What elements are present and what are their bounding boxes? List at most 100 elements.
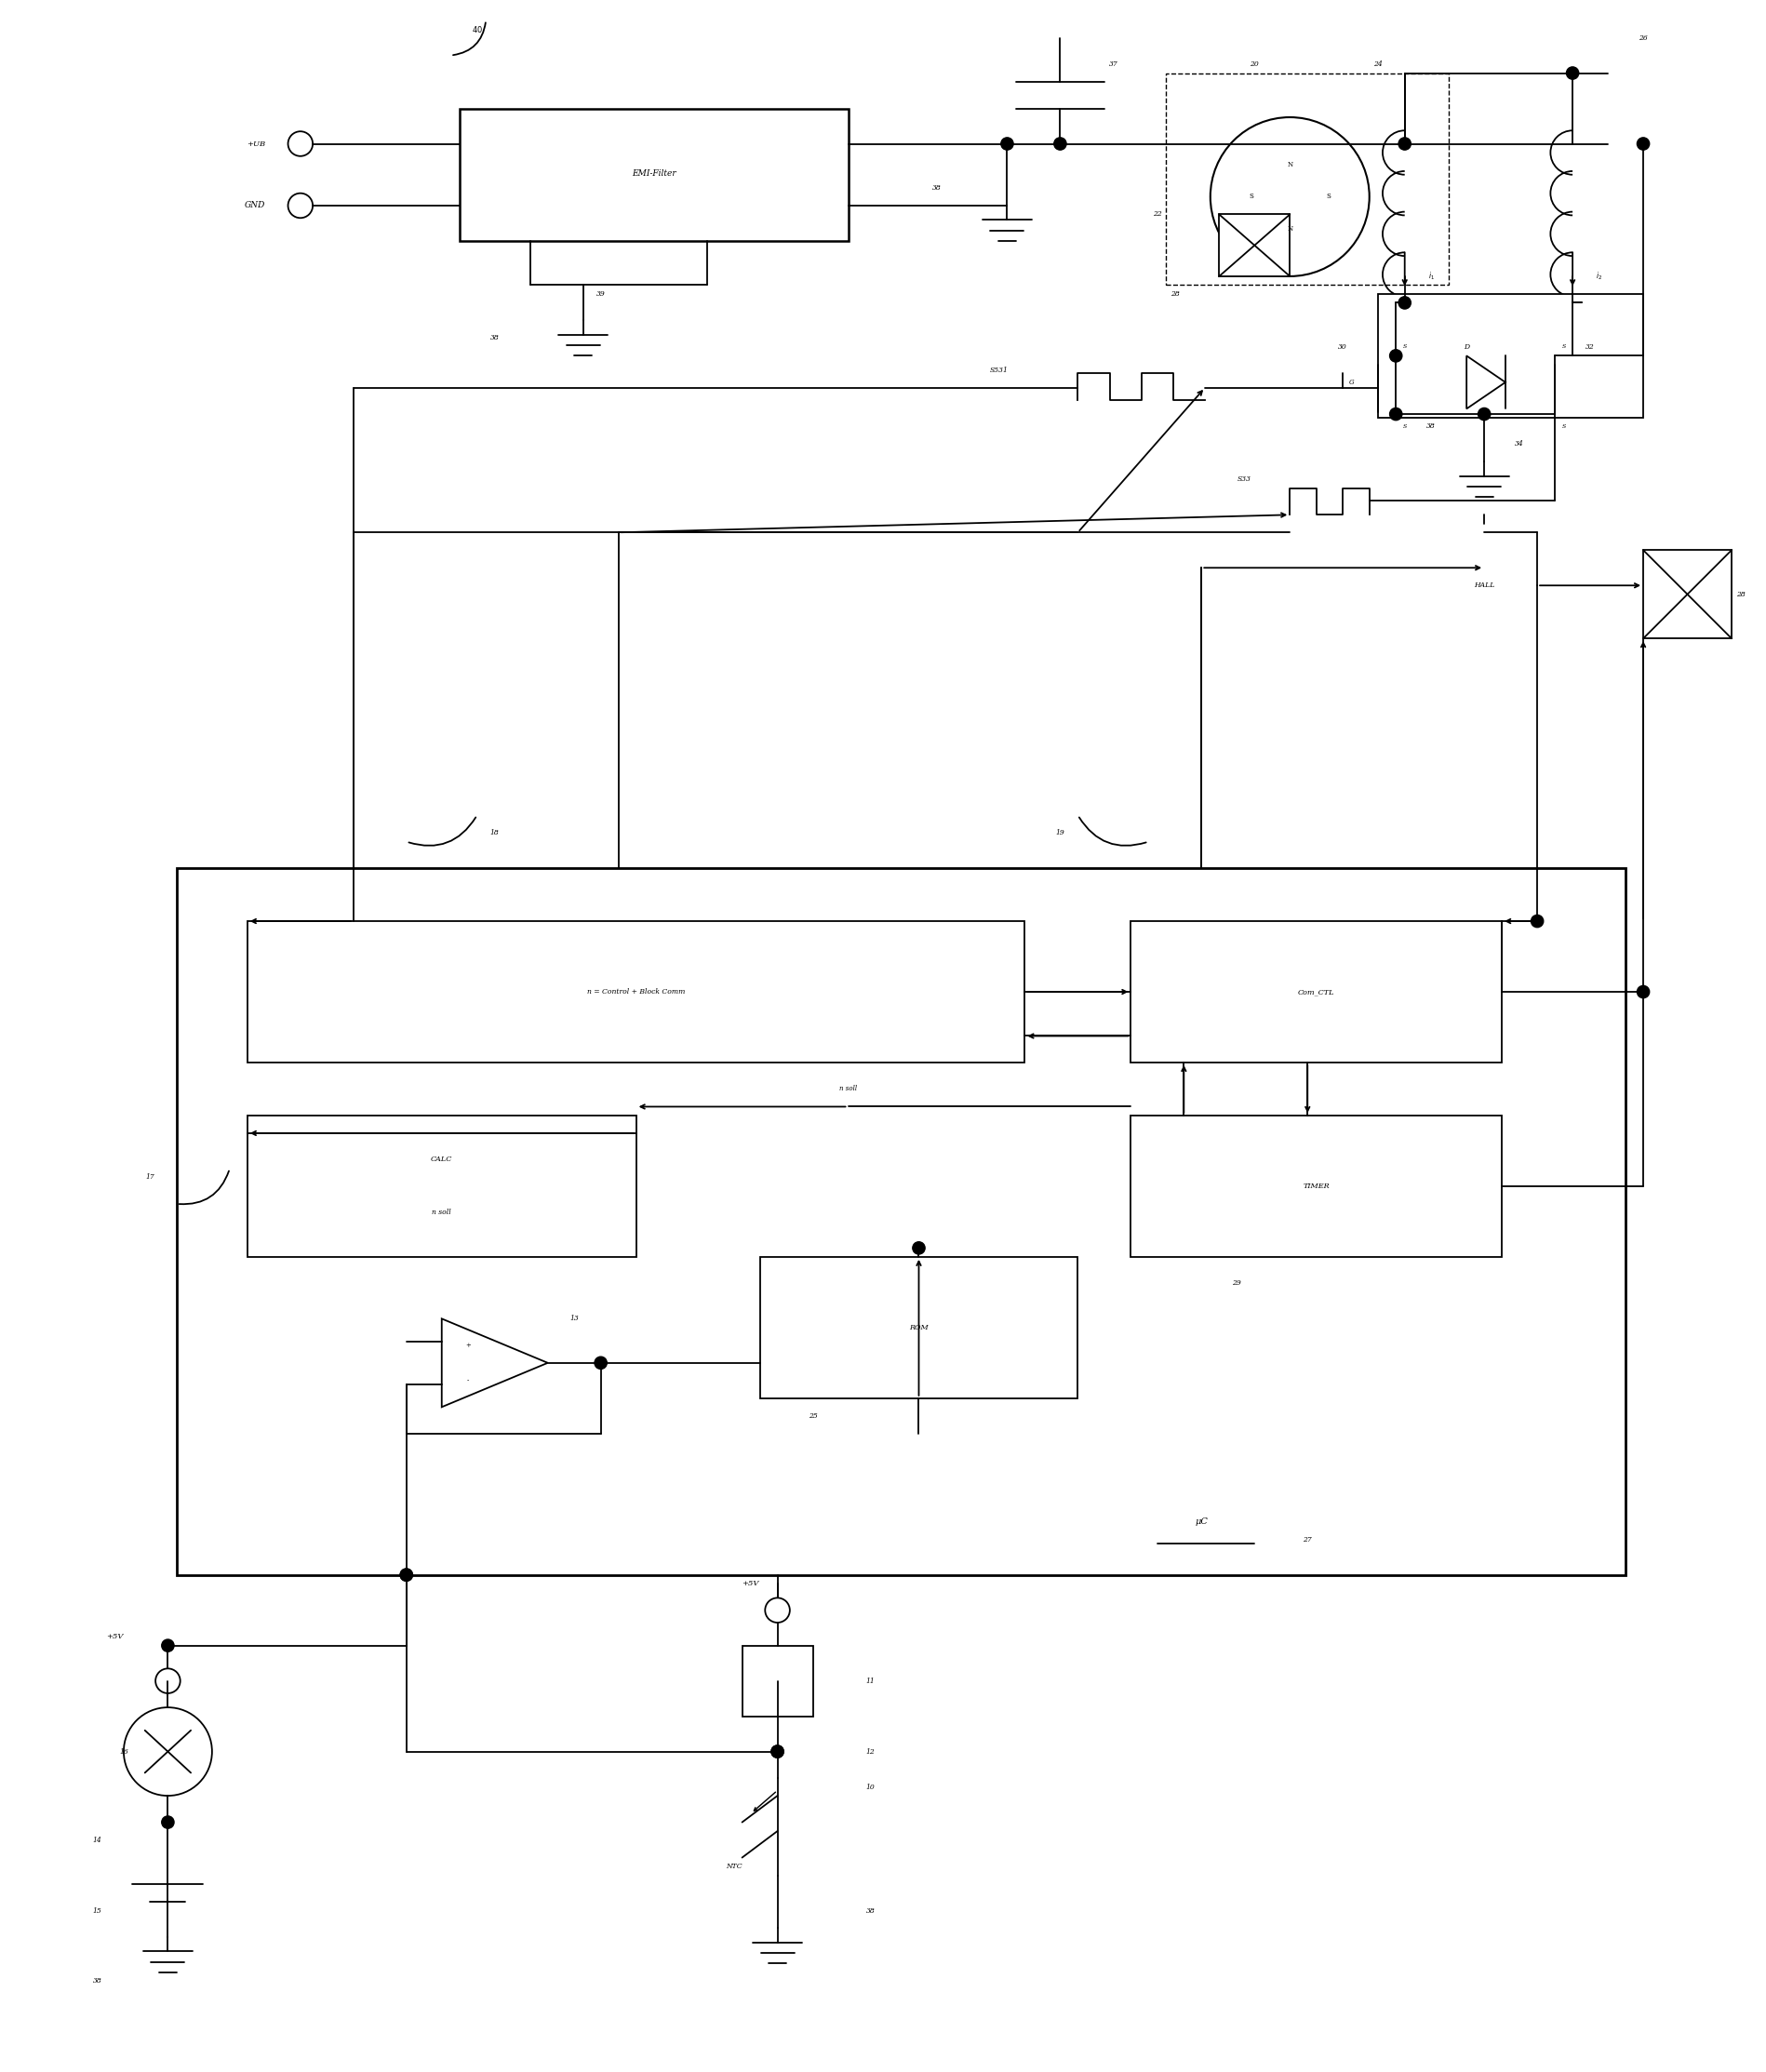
Text: G: G bbox=[1349, 379, 1353, 385]
Text: +: + bbox=[464, 1341, 472, 1349]
Bar bbox=[1642, 551, 1731, 638]
Text: N: N bbox=[1286, 162, 1293, 168]
Text: ROM: ROM bbox=[909, 1324, 927, 1330]
Text: n soll: n soll bbox=[839, 1086, 857, 1092]
Text: 22: 22 bbox=[1151, 211, 1162, 218]
Text: HALL: HALL bbox=[1473, 582, 1494, 588]
Text: 15: 15 bbox=[92, 1906, 102, 1915]
Text: 38: 38 bbox=[931, 184, 941, 191]
Text: 32: 32 bbox=[1584, 344, 1595, 350]
Circle shape bbox=[1399, 137, 1411, 149]
Text: 38: 38 bbox=[92, 1977, 102, 1985]
Text: 37: 37 bbox=[1107, 60, 1118, 68]
Bar bbox=[459, 108, 848, 240]
Circle shape bbox=[399, 1569, 413, 1581]
Circle shape bbox=[399, 1569, 413, 1581]
Circle shape bbox=[1000, 137, 1014, 149]
Text: 29: 29 bbox=[1231, 1280, 1241, 1287]
Text: 28: 28 bbox=[1169, 290, 1180, 298]
Bar bbox=[1377, 294, 1642, 419]
Text: D: D bbox=[1462, 344, 1469, 350]
Circle shape bbox=[772, 1745, 784, 1757]
Text: S: S bbox=[1249, 193, 1252, 201]
Circle shape bbox=[124, 1707, 212, 1796]
Text: 13: 13 bbox=[569, 1316, 579, 1322]
Text: 38: 38 bbox=[489, 334, 500, 342]
Circle shape bbox=[288, 131, 313, 155]
Polygon shape bbox=[1466, 356, 1505, 408]
Text: -: - bbox=[466, 1376, 470, 1384]
Bar bbox=[177, 868, 1625, 1575]
Text: n soll: n soll bbox=[433, 1208, 450, 1216]
Circle shape bbox=[1388, 408, 1402, 421]
Bar bbox=[1219, 213, 1289, 276]
Circle shape bbox=[1637, 137, 1649, 149]
Circle shape bbox=[1476, 408, 1491, 421]
Circle shape bbox=[1399, 296, 1411, 309]
Text: 24: 24 bbox=[1372, 60, 1383, 68]
Text: 16: 16 bbox=[118, 1749, 129, 1755]
Text: S531: S531 bbox=[989, 367, 1007, 373]
Circle shape bbox=[595, 1357, 608, 1370]
Text: +UB: +UB bbox=[245, 141, 265, 147]
Text: S33: S33 bbox=[1236, 477, 1250, 483]
Text: 12: 12 bbox=[865, 1749, 874, 1755]
Text: 38: 38 bbox=[1425, 423, 1436, 431]
Text: 18: 18 bbox=[489, 829, 500, 837]
Text: TIMER: TIMER bbox=[1302, 1183, 1330, 1189]
Text: n = Control + Block Comm: n = Control + Block Comm bbox=[586, 988, 685, 995]
Text: Com_CTL: Com_CTL bbox=[1298, 988, 1333, 995]
Circle shape bbox=[1053, 137, 1067, 149]
Bar bbox=[759, 1258, 1077, 1399]
Circle shape bbox=[765, 1598, 789, 1622]
Circle shape bbox=[1566, 66, 1579, 79]
Text: 27: 27 bbox=[1302, 1535, 1312, 1544]
Circle shape bbox=[162, 1639, 173, 1651]
Circle shape bbox=[913, 1241, 925, 1254]
Circle shape bbox=[772, 1745, 784, 1757]
Text: 34: 34 bbox=[1513, 441, 1524, 448]
Bar bbox=[247, 1115, 636, 1258]
Text: 26: 26 bbox=[1637, 33, 1648, 41]
Text: μC: μC bbox=[1194, 1517, 1208, 1527]
Text: S: S bbox=[1326, 193, 1330, 201]
Bar bbox=[1130, 1115, 1501, 1258]
Text: 38: 38 bbox=[865, 1906, 874, 1915]
Text: $i_1$: $i_1$ bbox=[1427, 271, 1434, 282]
Text: S: S bbox=[1402, 425, 1406, 429]
Text: +5V: +5V bbox=[106, 1633, 124, 1641]
Text: S: S bbox=[1561, 344, 1565, 350]
Text: $\mathsf{40}$: $\mathsf{40}$ bbox=[472, 23, 482, 33]
Text: 20: 20 bbox=[1249, 60, 1259, 68]
Text: 11: 11 bbox=[865, 1676, 874, 1685]
Text: GND: GND bbox=[244, 201, 265, 209]
Text: 19: 19 bbox=[1054, 829, 1065, 837]
Text: 30: 30 bbox=[1337, 344, 1347, 350]
Circle shape bbox=[1637, 986, 1649, 999]
Bar bbox=[742, 1645, 812, 1716]
Text: S: S bbox=[1402, 344, 1406, 350]
Text: $i_2$: $i_2$ bbox=[1595, 271, 1602, 282]
Circle shape bbox=[155, 1668, 180, 1693]
Bar bbox=[1166, 73, 1448, 286]
Circle shape bbox=[288, 193, 313, 218]
Circle shape bbox=[1210, 118, 1369, 276]
Polygon shape bbox=[442, 1318, 547, 1407]
Text: N: N bbox=[1286, 226, 1293, 232]
Text: 14: 14 bbox=[92, 1836, 102, 1844]
Circle shape bbox=[1529, 916, 1543, 928]
Text: 25: 25 bbox=[807, 1413, 818, 1419]
Text: CALC: CALC bbox=[431, 1156, 452, 1162]
Circle shape bbox=[162, 1815, 173, 1828]
Text: NTC: NTC bbox=[726, 1863, 742, 1871]
Text: 10: 10 bbox=[865, 1784, 874, 1790]
Text: EMI-Filter: EMI-Filter bbox=[630, 170, 676, 178]
Text: 28: 28 bbox=[1734, 591, 1745, 599]
Bar bbox=[1130, 922, 1501, 1063]
Circle shape bbox=[1388, 350, 1402, 363]
Text: 39: 39 bbox=[595, 290, 606, 298]
Text: +5V: +5V bbox=[742, 1581, 759, 1587]
Text: 17: 17 bbox=[145, 1173, 155, 1181]
Text: S: S bbox=[1561, 425, 1565, 429]
Bar bbox=[247, 922, 1024, 1063]
